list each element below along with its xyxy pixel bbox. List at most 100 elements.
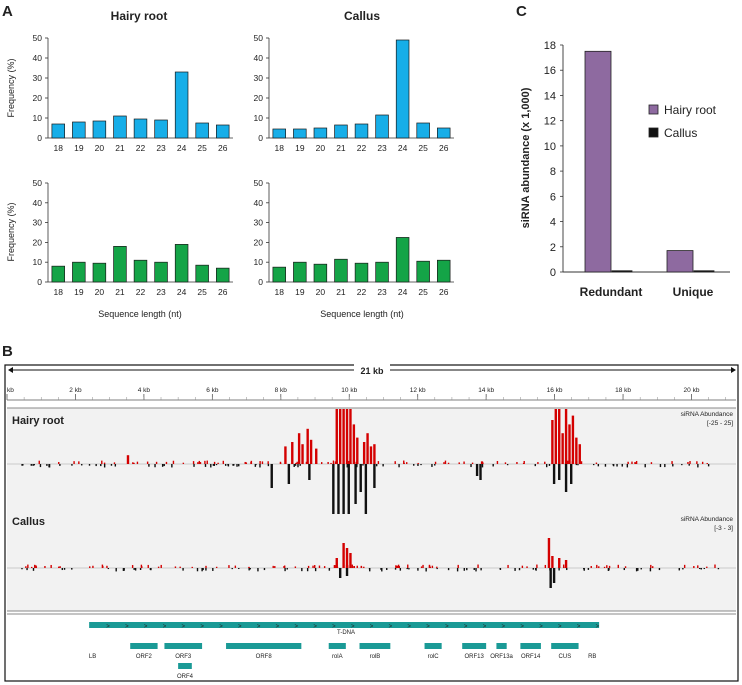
track2-signal-mark <box>514 568 516 571</box>
track2-antisense-peak <box>338 568 342 578</box>
tdna-arrow: > <box>163 624 167 630</box>
track2-signal-mark <box>395 565 397 568</box>
chart-title-hairy-root: Hairy root <box>111 9 168 23</box>
x-tick-label-2: 26 <box>218 287 228 297</box>
track2-signal-mark <box>202 568 204 571</box>
track2-antisense-peak <box>345 568 349 576</box>
track1-signal-mark <box>330 462 332 464</box>
c-x-tick-label-unique: Unique <box>673 285 714 299</box>
track2-sense-peak <box>349 553 352 568</box>
track1-signal-mark <box>443 462 445 464</box>
track2-signal-mark <box>201 568 203 572</box>
track1-signal-mark <box>250 460 253 464</box>
track1-signal-mark <box>413 464 415 466</box>
bar-2-18 <box>51 265 66 283</box>
track1-signal-mark <box>516 461 518 464</box>
x-tick-label-0: 23 <box>156 143 166 153</box>
track1-signal-mark <box>245 462 248 464</box>
track2-signal-mark <box>318 565 321 568</box>
track2-signal-mark <box>115 568 117 572</box>
track1-signal-mark <box>470 464 472 468</box>
track2-signal-mark <box>652 566 654 568</box>
track1-signal-mark <box>224 464 227 466</box>
track2-signal-mark <box>205 565 207 568</box>
track1-signal-mark <box>22 464 24 466</box>
y-tick-label-2: 40 <box>33 198 43 208</box>
bar-2-20 <box>92 262 107 283</box>
bar-1-22 <box>354 123 369 139</box>
track1-signal-mark <box>95 464 97 467</box>
track2-signal-mark <box>212 568 214 571</box>
tdna-arrow: > <box>257 624 261 630</box>
bar-3-25 <box>416 260 430 283</box>
track2-signal-mark <box>399 568 402 571</box>
feature-label-orf13: ORF13 <box>465 654 485 660</box>
track1-signal-mark <box>165 461 168 464</box>
track1-sense-peak <box>362 442 366 464</box>
track2-signal-mark <box>697 565 699 568</box>
track1-sense-peak <box>568 424 571 464</box>
track2-signal-mark <box>228 565 230 568</box>
track2-signal-mark <box>431 565 434 568</box>
bar-0-21 <box>113 115 127 139</box>
track2-signal-mark <box>436 566 438 568</box>
tdna-label: T-DNA <box>337 630 355 636</box>
y-tick-label-3: 0 <box>258 277 263 287</box>
tdna-arrow: > <box>558 624 562 630</box>
track1-signal-mark <box>567 460 569 464</box>
track1-signal-mark <box>681 464 683 466</box>
track2-signal-mark <box>134 568 137 571</box>
track1-signal-mark <box>103 462 106 464</box>
track2-antisense-peak <box>549 568 552 588</box>
track1-signal-mark <box>626 464 629 468</box>
track2-signal-mark <box>363 566 365 568</box>
tdna-arrow: > <box>464 624 468 630</box>
track1-signal-mark <box>73 461 75 464</box>
track1-antisense-peak <box>347 464 350 514</box>
track1-sense-peak <box>291 442 294 464</box>
track1-signal-mark <box>382 464 384 467</box>
track1-signal-mark <box>362 464 364 466</box>
track1-signal-mark <box>213 464 215 466</box>
x-tick-label-1: 18 <box>275 143 285 153</box>
track2-signal-mark <box>678 568 680 571</box>
track2-signal-mark <box>274 566 276 568</box>
track1-signal-mark <box>544 461 546 464</box>
track1-antisense-peak <box>373 464 376 488</box>
x-tick-label-0: 21 <box>115 143 125 153</box>
x-tick-label-1: 21 <box>336 143 346 153</box>
track2-signal-mark <box>334 565 336 568</box>
bar-2-21 <box>113 246 127 283</box>
track1-signal-mark <box>420 464 422 466</box>
chart-title-callus: Callus <box>344 9 380 23</box>
track1-signal-mark <box>659 464 662 468</box>
track2-signal-mark <box>323 566 326 568</box>
bar-0-20 <box>92 120 107 139</box>
track1-sense-peak <box>126 455 130 464</box>
track1-sense-peak <box>551 420 554 464</box>
bar-0-23 <box>154 119 168 139</box>
track1-sense-peak <box>369 446 373 464</box>
track1-signal-mark <box>71 464 73 466</box>
track1-signal-mark <box>595 462 598 464</box>
track-label-callus: Callus <box>12 516 45 528</box>
track1-sense-peak <box>575 437 578 464</box>
y-tick-label-1: 40 <box>254 53 264 63</box>
tdna-arrow: > <box>125 624 129 630</box>
track1-signal-mark <box>295 462 297 464</box>
track1-antisense-peak <box>475 464 479 476</box>
c-y-tick-label: 12 <box>544 116 556 128</box>
track1-signal-mark <box>192 461 195 464</box>
track1-signal-mark <box>496 460 499 464</box>
track2-signal-mark <box>263 568 266 571</box>
track1-signal-mark <box>148 464 150 467</box>
track1-signal-mark <box>671 461 673 464</box>
track1-signal-mark <box>217 462 219 464</box>
track1-signal-mark <box>616 464 618 467</box>
track2-signal-mark <box>566 568 568 571</box>
track2-signal-mark <box>606 565 608 568</box>
track2-signal-mark <box>257 568 259 572</box>
feature-bar-orf14 <box>520 643 541 649</box>
bar-0-24 <box>174 71 189 139</box>
x-tick-label-3: 19 <box>295 287 305 297</box>
